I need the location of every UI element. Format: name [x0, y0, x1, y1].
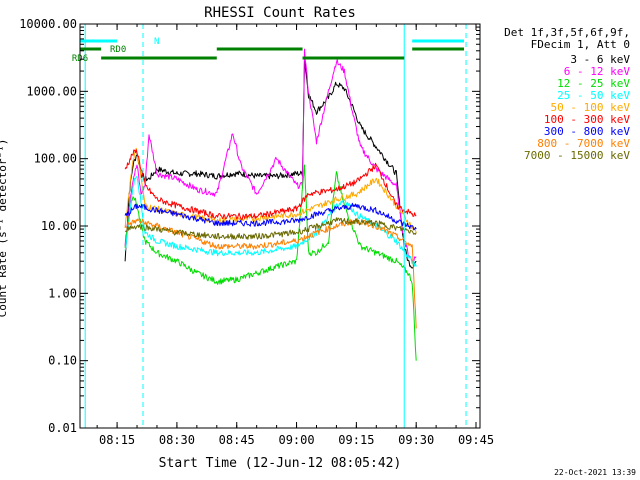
chart-title: RHESSI Count Rates: [204, 5, 356, 21]
series-line-0: [124, 58, 417, 269]
series-line-6: [124, 202, 417, 231]
series-layer: [124, 48, 417, 361]
y-axis-label: Count Rate (s⁻¹ detector⁻¹): [0, 139, 9, 318]
y-axis-ticks: 10000.00 1000.00 100.00 10.00 1.00 0.10 0.01: [19, 17, 480, 435]
x-tick-label-4: 09:15: [338, 433, 374, 447]
series-line-8: [124, 217, 417, 240]
legend-entry-2: 12 - 25 keV: [557, 77, 630, 90]
legend-header-line-1: FDecim 1, Att 0: [531, 38, 630, 51]
legend: Det 1f,3f,5f,6f,9f,FDecim 1, Att 0 3 - 6 …: [504, 26, 630, 162]
legend-entry-4: 50 - 100 keV: [551, 101, 631, 114]
y-tick-label-5: 0.10: [48, 354, 77, 368]
series-line-1: [124, 48, 417, 263]
y-tick-label-1: 1000.00: [26, 84, 77, 98]
legend-entry-0: 3 - 6 keV: [570, 53, 630, 66]
footer-timestamp: 22-Oct-2021 13:39: [554, 468, 636, 477]
legend-entry-5: 100 - 300 keV: [544, 113, 630, 126]
state-bar-label-n: N: [154, 37, 159, 47]
x-tick-label-0: 08:15: [99, 433, 135, 447]
series-line-2: [124, 164, 417, 361]
y-tick-label-4: 1.00: [48, 286, 77, 300]
x-tick-label-2: 08:45: [219, 433, 255, 447]
legend-entry-1: 6 - 12 keV: [564, 65, 631, 78]
x-tick-label-1: 08:30: [159, 433, 195, 447]
series-line-5: [124, 149, 417, 220]
y-tick-label-2: 100.00: [34, 152, 77, 166]
x-axis-ticks: 08:15 08:30 08:45 09:00 09:15 09:30 09:45: [96, 24, 494, 447]
y-tick-label-0: 10000.00: [19, 17, 77, 31]
legend-entry-3: 25 - 50 keV: [557, 89, 630, 102]
legend-entry-8: 7000 - 15000 keV: [524, 149, 630, 162]
x-tick-label-3: 09:00: [278, 433, 314, 447]
x-tick-label-6: 09:45: [458, 433, 494, 447]
x-axis-label: Start Time (12-Jun-12 08:05:42): [159, 456, 402, 471]
legend-entry-6: 300 - 800 keV: [544, 125, 630, 138]
legend-entry-7: 800 - 7000 keV: [537, 137, 630, 150]
y-tick-label-3: 10.00: [41, 219, 77, 233]
x-tick-label-5: 09:30: [398, 433, 434, 447]
state-bar-label-rd0: RD0: [110, 45, 126, 55]
y-tick-label-6: 0.01: [48, 421, 77, 435]
legend-header-line-0: Det 1f,3f,5f,6f,9f,: [504, 26, 630, 39]
